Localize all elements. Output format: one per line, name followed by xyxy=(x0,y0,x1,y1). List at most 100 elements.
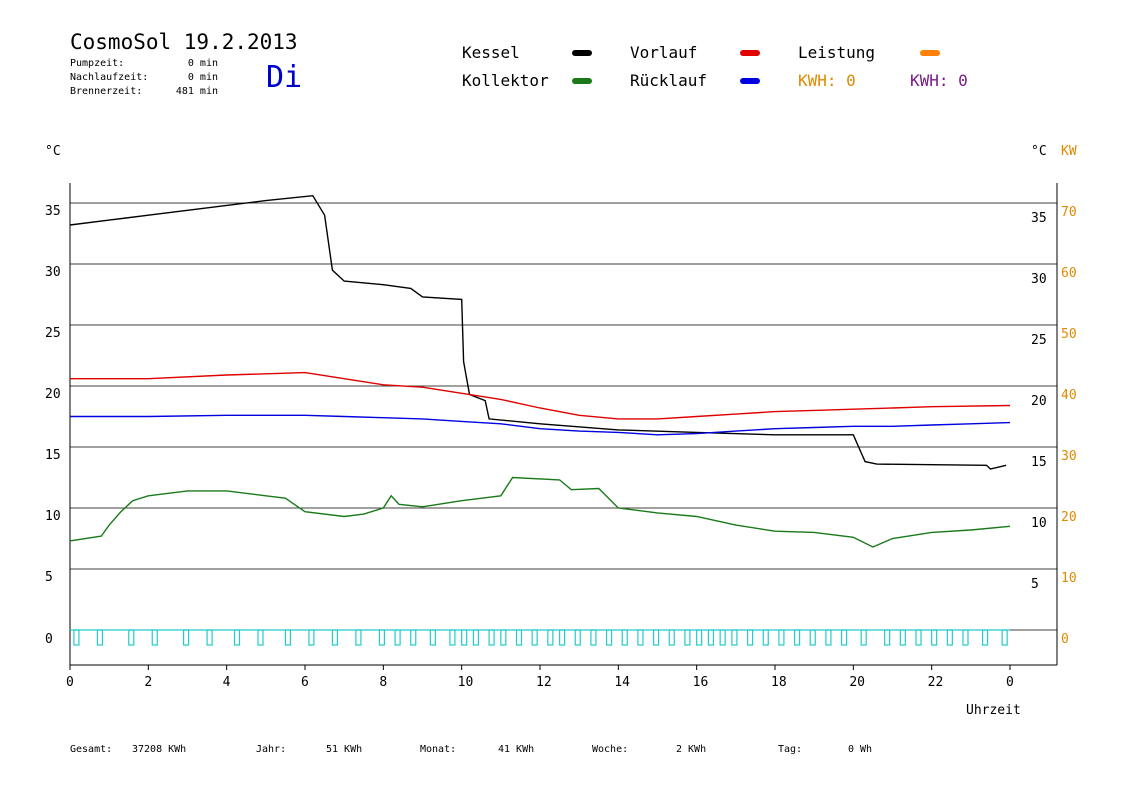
x-tick-label: 10 xyxy=(458,675,474,690)
brenner-pulse xyxy=(825,629,832,646)
legend-ruecklauf-label: Rücklauf xyxy=(630,71,708,90)
x-tick-label: 0 xyxy=(66,675,74,690)
brenner-pulse xyxy=(394,629,401,646)
brenner-pulse xyxy=(410,629,417,646)
brenner-pulse xyxy=(547,629,554,646)
x-tick-label: 12 xyxy=(536,675,552,690)
x-tick-label: 18 xyxy=(771,675,787,690)
brenner-pulse xyxy=(884,629,891,646)
brenner-pulse xyxy=(515,629,523,646)
y-tick-label-kw: 60 xyxy=(1061,266,1077,281)
pumpzeit-label: Pumpzeit: xyxy=(70,58,125,69)
x-axis-label: Uhrzeit xyxy=(966,703,1021,718)
brenner-pulse xyxy=(719,629,726,646)
brenner-pulse xyxy=(182,629,190,646)
brenner-pulse xyxy=(778,629,785,646)
y-tick-label-left: 20 xyxy=(45,387,61,402)
brenner-pulse xyxy=(962,629,969,646)
y-tick-label-kw: 50 xyxy=(1061,327,1077,342)
y-tick-label-left: 10 xyxy=(45,509,61,524)
x-tick-label: 6 xyxy=(301,675,309,690)
series-line-vorlauf xyxy=(70,371,1011,420)
brenner-pulse xyxy=(355,629,362,646)
legend-vorlauf-swatch xyxy=(740,50,760,56)
y-tick-label-kw: 0 xyxy=(1061,632,1069,647)
gesamt-label: Gesamt: xyxy=(70,744,113,755)
brenner-pulse xyxy=(652,629,660,646)
monat-value: 41 KWh xyxy=(498,744,535,755)
brenner-pulse xyxy=(206,629,213,646)
brenner-pulse xyxy=(96,629,104,646)
brenner-pulse xyxy=(860,629,867,646)
brenner-pulse xyxy=(429,629,436,646)
brenner-pulse xyxy=(233,629,241,646)
brenner-pulse xyxy=(605,629,613,646)
y-tick-label-right: 10 xyxy=(1031,516,1047,531)
y-tick-label-right: 5 xyxy=(1031,577,1039,592)
brenner-pulse xyxy=(590,629,597,646)
woche-value: 2 KWh xyxy=(676,744,707,755)
brenner-pulse xyxy=(331,629,339,646)
brenner-pulse xyxy=(840,629,848,646)
legend-kwh-orange: KWH: 0 xyxy=(798,71,856,90)
x-tick-label: 4 xyxy=(223,675,231,690)
chart-title: CosmoSol 19.2.2013 xyxy=(70,30,298,54)
brenner-pulse xyxy=(809,629,816,646)
brenner-pulse xyxy=(707,629,715,646)
brenner-pulse xyxy=(621,629,628,646)
brenner-pulse xyxy=(378,629,386,646)
x-tick-label: 2 xyxy=(144,675,152,690)
y-tick-label-right: 35 xyxy=(1031,211,1047,226)
series-line-kessel xyxy=(69,194,1007,470)
legend-kwh-purple: KWH: 0 xyxy=(910,71,968,90)
brenner-pulse xyxy=(128,629,135,646)
y-tick-label-right: 20 xyxy=(1031,394,1047,409)
legend-kollektor-label: Kollektor xyxy=(462,71,549,90)
jahr-label: Jahr: xyxy=(256,744,287,755)
brenner-pulse xyxy=(531,629,538,646)
tag-value: 0 Wh xyxy=(848,744,873,755)
y-tick-label-left: 30 xyxy=(45,265,61,280)
brenner-pulse xyxy=(793,629,801,646)
brenner-pulse xyxy=(946,629,953,646)
y-tick-label-left: 0 xyxy=(45,632,53,647)
brenner-pulse xyxy=(257,629,264,646)
y-tick-label-left: 25 xyxy=(45,326,61,341)
x-tick-label: 16 xyxy=(693,675,709,690)
series-line-kollektor xyxy=(69,476,1011,548)
brenner-pulse xyxy=(449,629,456,646)
legend-kessel-label: Kessel xyxy=(462,43,520,62)
brenner-pulse xyxy=(981,629,989,646)
brenner-pulse xyxy=(73,629,80,646)
legend-ruecklauf-swatch xyxy=(740,78,760,84)
brennerzeit-label: Brennerzeit: xyxy=(70,86,143,97)
brenner-pulse xyxy=(696,629,703,646)
y-tick-label-kw: 10 xyxy=(1061,571,1077,586)
y-tick-label-kw: 40 xyxy=(1061,388,1077,403)
brenner-pulse xyxy=(1001,629,1008,646)
legend-kollektor-swatch xyxy=(572,78,592,84)
brenner-pulse xyxy=(574,629,581,646)
x-tick-label: 20 xyxy=(849,675,865,690)
brenner-pulse xyxy=(308,629,315,646)
brennerzeit-value: 481 min xyxy=(175,86,218,97)
brenner-pulse xyxy=(637,629,644,646)
brenner-pulse xyxy=(931,629,938,646)
brenner-pulse xyxy=(151,629,158,646)
x-tick-label: 22 xyxy=(928,675,944,690)
pumpzeit-value: 0 min xyxy=(187,58,218,69)
legend-leistung-swatch xyxy=(920,50,940,56)
y-tick-label-left: 35 xyxy=(45,204,61,219)
legend-vorlauf-label: Vorlauf xyxy=(630,43,698,62)
y-tick-label-kw: 70 xyxy=(1061,205,1077,220)
gesamt-value: 37208 KWh xyxy=(132,744,187,755)
brenner-pulse xyxy=(762,629,769,646)
nachlaufzeit-label: Nachlaufzeit: xyxy=(70,72,149,83)
legend-kessel-swatch xyxy=(572,50,592,56)
monat-label: Monat: xyxy=(420,744,457,755)
x-tick-label: 14 xyxy=(614,675,630,690)
series-line-ruecklauf xyxy=(70,414,1011,436)
legend-leistung-label: Leistung xyxy=(798,43,876,62)
brenner-pulse xyxy=(500,629,507,646)
brenner-pulse xyxy=(731,629,738,646)
